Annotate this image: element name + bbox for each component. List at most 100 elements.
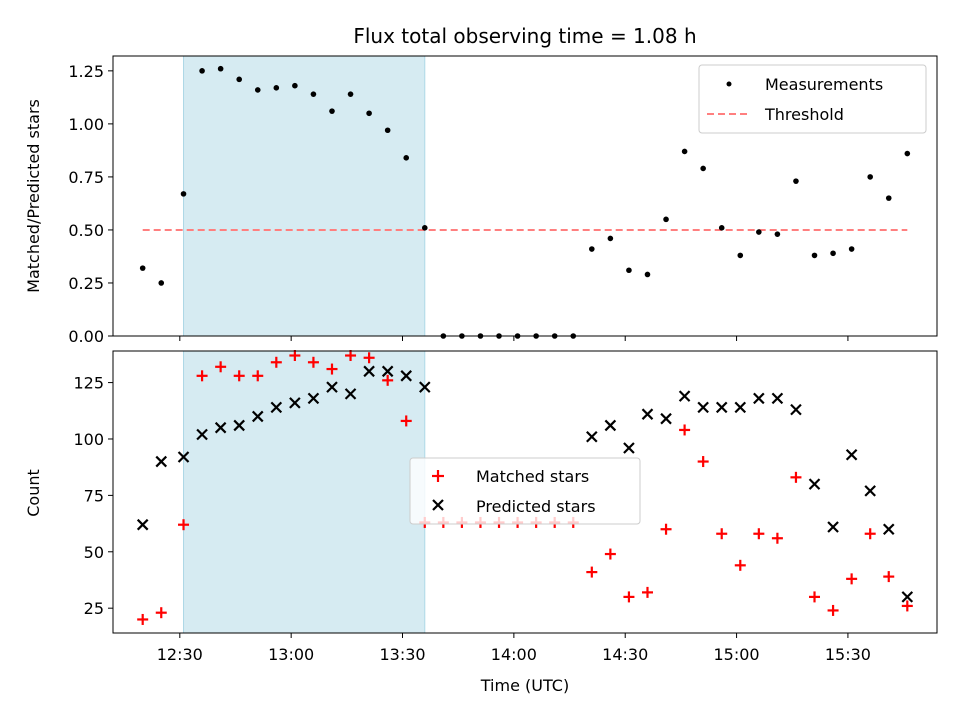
predicted-star-point xyxy=(270,401,283,414)
matched-star-point xyxy=(400,415,412,427)
predicted-star-point xyxy=(697,401,709,414)
matched-star-point xyxy=(155,607,167,619)
predicted-star-point xyxy=(233,419,245,432)
predicted-star-point xyxy=(289,397,301,409)
measurement-point xyxy=(236,76,242,83)
chart-title: Flux total observing time = 1.08 h xyxy=(353,24,696,48)
matched-star-point xyxy=(326,363,338,375)
predicted-star-point xyxy=(326,381,338,393)
predicted-star-point xyxy=(901,591,914,603)
matched-star-point xyxy=(363,352,375,364)
matched-star-point xyxy=(697,456,709,468)
bottom-x-axis: 12:30 13:00 13:30 14:00 14:30 15:00 15:30 xyxy=(157,633,871,664)
predicted-star-point xyxy=(808,478,821,490)
measurement-point xyxy=(273,85,280,91)
matched-star-point xyxy=(734,559,746,571)
measurement-point xyxy=(199,68,205,74)
measurement-point xyxy=(756,229,762,235)
bottom-axes-frame xyxy=(112,350,938,634)
x-tick-label: 15:30 xyxy=(825,645,871,664)
matched-star-point xyxy=(827,604,839,616)
predicted-star-point xyxy=(177,451,190,463)
matched-star-point xyxy=(864,528,876,540)
bottom-y-axis: 25 50 75 100 125 xyxy=(73,374,113,618)
predicted-star-point xyxy=(155,455,168,468)
y-tick-label: 1.00 xyxy=(68,115,104,134)
y-tick-label: 0.25 xyxy=(68,274,104,293)
matched-star-point xyxy=(753,528,765,540)
y-tick-label: 0.00 xyxy=(68,327,104,346)
x-axis-label: Time (UTC) xyxy=(480,676,569,695)
predicted-star-point xyxy=(623,442,635,454)
predicted-star-point xyxy=(419,381,431,393)
x-tick-label: 14:30 xyxy=(602,645,648,664)
top-shaded-span xyxy=(183,55,426,337)
predicted-star-point xyxy=(678,390,691,402)
predicted-star-point xyxy=(660,412,672,425)
predicted-star-point xyxy=(344,388,357,400)
matched-star-point xyxy=(586,566,598,578)
matched-star-point xyxy=(196,370,208,382)
predicted-star-point xyxy=(715,401,728,414)
matched-star-point xyxy=(716,528,728,540)
measurement-point xyxy=(139,265,146,271)
top-legend-box xyxy=(698,64,927,134)
matched-star-point xyxy=(345,350,357,362)
measurement-point xyxy=(774,231,781,237)
matched-star-point xyxy=(901,600,913,612)
predicted-star-point xyxy=(586,430,598,443)
legend-predicted-label: Predicted stars xyxy=(476,497,596,516)
predicted-star-point xyxy=(864,485,876,497)
measurement-point xyxy=(421,225,428,231)
y-tick-label: 0.75 xyxy=(68,168,104,187)
measurement-point xyxy=(158,280,165,286)
measurement-point xyxy=(217,65,224,72)
matched-star-point xyxy=(623,591,635,603)
top-x-axis xyxy=(179,336,849,341)
y-tick-label: 75 xyxy=(84,486,104,505)
y-tick-label: 125 xyxy=(73,374,104,393)
matched-star-point xyxy=(679,424,691,436)
matched-star-point xyxy=(660,523,672,535)
measurement-point xyxy=(607,235,614,242)
predicted-star-point xyxy=(363,365,375,378)
legend-predicted-marker xyxy=(432,499,444,511)
measurement-point xyxy=(384,127,391,134)
predicted-star-point xyxy=(307,392,320,405)
bottom-panel: 25 50 75 100 125 12:30 13:00 13:30 14:00 14:30 15… xyxy=(24,350,938,695)
predicted-star-point xyxy=(196,428,208,441)
matched-star-point xyxy=(137,613,149,625)
predicted-star-point xyxy=(381,365,394,378)
measurement-point xyxy=(830,250,836,257)
matched-star-point xyxy=(215,361,227,373)
bottom-legend-box xyxy=(409,457,641,525)
top-y-axis-label: Matched/Predicted stars xyxy=(24,99,43,293)
y-tick-label: 25 xyxy=(84,599,104,618)
matched-star-point xyxy=(604,548,616,560)
measurement-point xyxy=(663,216,669,223)
x-tick-label: 12:30 xyxy=(157,645,203,664)
legend-matched-marker xyxy=(432,470,444,482)
measurement-point xyxy=(867,174,873,180)
matched-star-point xyxy=(771,532,783,544)
measurement-point xyxy=(681,148,688,155)
top-axes-frame xyxy=(112,55,938,337)
y-tick-label: 0.50 xyxy=(68,221,104,240)
matched-star-point xyxy=(809,591,821,603)
predicted-star-point xyxy=(251,410,264,423)
predicted-star-point xyxy=(136,518,149,531)
measurement-point xyxy=(885,195,892,201)
measurement-point xyxy=(700,165,706,172)
matched-star-point xyxy=(289,350,301,362)
measurement-point xyxy=(292,82,298,89)
measurement-point xyxy=(589,246,595,252)
predicted-stars-series xyxy=(136,365,914,603)
bottom-y-axis-label: Count xyxy=(24,469,43,517)
legend-measurements-label: Measurements xyxy=(765,75,883,94)
predicted-star-point xyxy=(882,523,895,536)
measurement-point xyxy=(403,155,410,161)
measurement-point xyxy=(848,246,855,252)
matched-star-point xyxy=(178,519,190,531)
matched-star-point xyxy=(307,356,319,368)
